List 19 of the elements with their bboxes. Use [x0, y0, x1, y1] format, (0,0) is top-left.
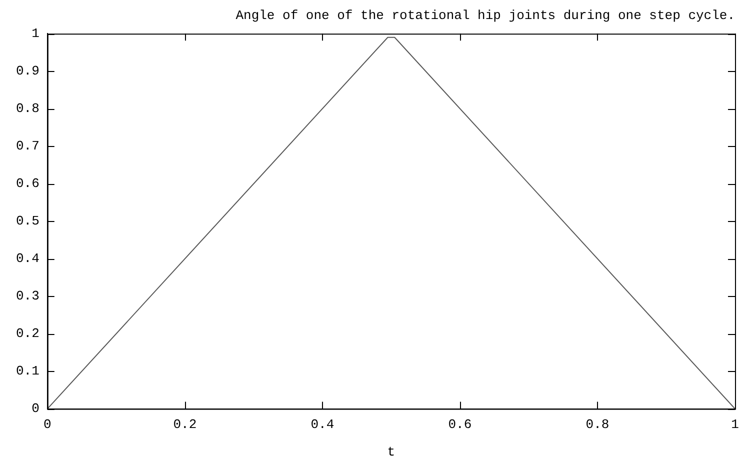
- x-tick-label: 1: [731, 417, 740, 432]
- x-tick-label: 0.6: [448, 417, 472, 432]
- y-tick-label: 0.6: [16, 176, 40, 192]
- x-axis-title: t: [387, 444, 396, 460]
- y-tick-label: 0.9: [16, 64, 40, 79]
- y-tick-label: 0.2: [16, 326, 40, 342]
- y-tick-label: 0.1: [16, 364, 40, 379]
- y-tick-label: 1: [32, 26, 40, 42]
- x-tick-label: 0.8: [586, 417, 610, 432]
- y-tick-label: 0.5: [16, 214, 40, 229]
- y-tick-label: 0.7: [16, 138, 40, 154]
- y-tick-label: 0.4: [16, 251, 40, 266]
- x-tick-label: 0.4: [310, 417, 334, 432]
- x-tick-label: 0.2: [173, 417, 197, 432]
- y-tick-label: 0.3: [16, 288, 40, 304]
- x-tick-label: 0: [44, 417, 52, 432]
- y-tick-label: 0.8: [16, 101, 40, 116]
- chart-title: Angle of one of the rotational hip joints during one step cycle.: [236, 8, 735, 24]
- y-tick-label: 0: [32, 401, 40, 416]
